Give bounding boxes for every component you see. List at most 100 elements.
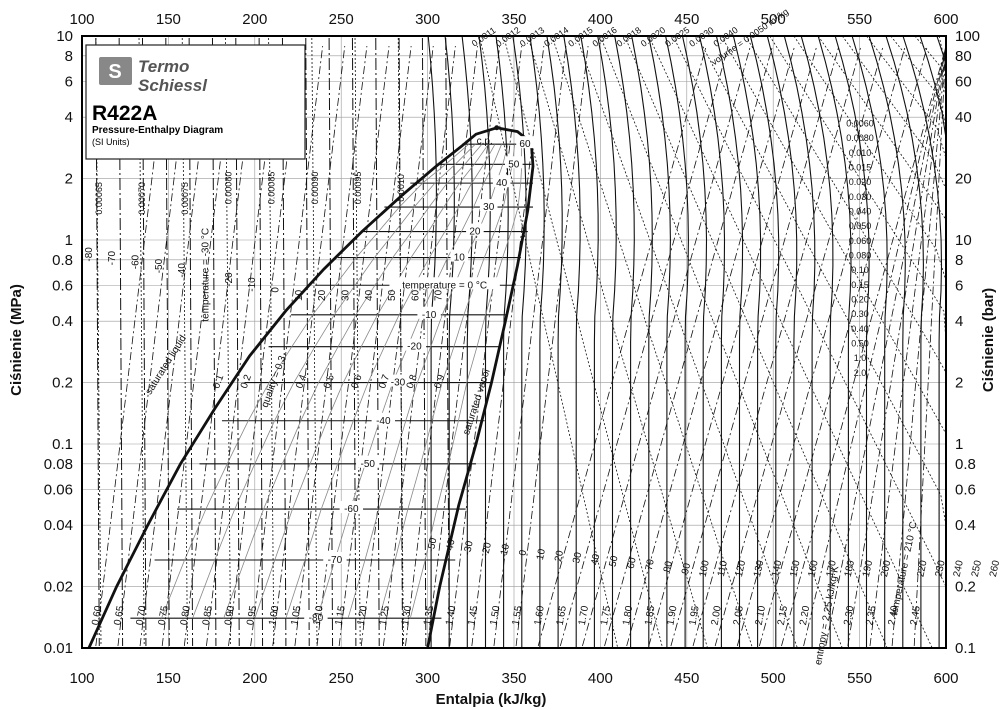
y-tick-label-left: 4 [65,109,73,126]
vapor-isotherm-line [648,35,671,648]
vapor-isotherm-line [597,35,617,648]
vapor-isotherm-line [427,35,437,648]
quality-label: 0.4 [294,373,309,390]
entropy-label: 1.90 [665,605,679,627]
liquid-isotherm-label: -40 [177,263,188,278]
y-tick-label-right: 4 [955,313,963,330]
vapor-isotherm-line [868,35,906,648]
vapor-isotherm-line [665,35,689,648]
entropy-line [360,45,434,647]
vapor-isotherm-line [732,35,762,648]
y-tick-label-left: 0.08 [44,456,73,473]
entropy-line [582,45,751,647]
vapor-isotherm-label: 240 [952,559,966,578]
y-tick-label-right: 0.8 [955,456,976,473]
entropy-line [626,45,796,647]
quality-label: 0.7 [377,373,392,390]
vapor-isotherm-label: 230 [934,559,948,578]
x-tick-label-top: 300 [415,11,440,28]
units-note: (SI Units) [92,137,130,147]
isotherm-label-bg [466,223,484,236]
entropy-line [891,45,947,647]
entropy-line [803,45,947,647]
x-tick-label-top: 200 [242,11,267,28]
quality-line [223,143,483,619]
entropy-line [913,45,947,647]
y-tick-label-right: 0.2 [955,579,976,596]
volume-line [938,35,947,648]
title-box: S Termo Schiessl R422A Pressure-Enthalpy… [85,44,306,160]
volume-label: 0.00095 [353,172,363,205]
isotherm-label-bg [417,306,441,319]
entropy-line [758,45,928,647]
x-axis-title: Entalpia (kJ/kg) [436,691,547,708]
vapor-isotherm-label: 100 [698,559,712,578]
y-tick-label-left: 0.4 [52,313,73,330]
entropy-line [736,45,906,647]
liquid-isotherm-label: -80 [84,247,95,262]
vapor-isotherm-line [902,35,943,648]
vapor-isotherm-line [766,35,798,648]
x-tick-label-top: 600 [933,11,958,28]
x-tick-label-bottom: 550 [847,670,872,687]
entropy-label: 1.55 [511,605,525,627]
volume-label: 0.30 [851,309,869,319]
entropy-line [670,45,840,647]
vapor-isotherm-label: 0 [517,549,529,557]
y-tick-label-right: 20 [955,171,972,188]
volume-line [479,35,619,649]
y-tick-label-left: 2 [65,171,73,188]
vapor-isotherm-line [715,35,744,648]
y-axis-title-left: Ciśnienie (MPa) [8,284,25,396]
vapor-isotherm-label: 120 [734,559,748,578]
entropy-label: 1.10 [311,605,325,627]
liquid-isotherm-label: temperature = -30 °C [200,228,211,322]
liquid-isotherm-label: 40 [364,289,375,301]
vapor-isotherm-label: -40 [444,538,458,555]
isotherm-label-bg [323,552,347,565]
isotherm-label-bg [339,501,364,514]
y-tick-label-right: 40 [955,109,972,126]
volume-label: 1.0 [854,353,867,363]
vapor-isotherm-label: 130 [752,559,766,578]
volume-label: 0.030 [849,192,872,202]
quality-line [347,144,509,619]
vapor-isotherm-line [478,35,491,648]
isotherm-label: -80 [309,613,324,624]
y-tick-label-left: 0.2 [52,375,73,392]
volume-label: 0.0060 [846,119,874,129]
vapor-isotherm-line [681,35,708,648]
entropy-label: 1.00 [267,605,281,627]
y-tick-label-right: 0.6 [955,481,976,498]
liquid-isotherm-line [328,37,334,647]
volume-line [575,35,798,649]
quality-label: 0.1 [211,373,226,390]
critical-point-marker [494,125,500,131]
isotherm-label: 10 [454,253,466,264]
entropy-label: 0.70 [134,605,148,627]
x-tick-label-bottom: 500 [761,670,786,687]
vapor-isotherm-label: temperature = 210 °C [889,521,920,617]
refrigerant-name: R422A [92,102,157,125]
vapor-isotherm-line [817,35,852,648]
liquid-isotherm-label: 50 [387,289,398,301]
saturated-liquid-line [87,126,498,649]
volume-label: 0.00080 [223,172,233,205]
entropy-line [714,45,884,647]
vapor-isotherm-label: 50 [608,554,621,568]
entropy-label: 2.05 [732,605,746,627]
entropy-label: 1.95 [687,605,701,627]
saturated-vapor-label: saturated vapor [461,366,493,436]
termo-schiessl-logo-icon: S [99,57,132,85]
entropy-line [272,45,346,647]
volume-label: 0.010 [849,148,872,158]
y-tick-label-left: 0.6 [52,277,73,294]
entropy-label: 2.20 [798,605,812,627]
entropy-label: 0.85 [201,605,215,627]
liquid-isotherm-label: -10 [247,277,258,292]
entropy-label: 1.15 [334,605,348,627]
liquid-isotherm-label: -70 [107,250,118,265]
y-tick-label-right: 0.1 [955,640,976,657]
volume-label: 0.00070 [137,182,147,215]
